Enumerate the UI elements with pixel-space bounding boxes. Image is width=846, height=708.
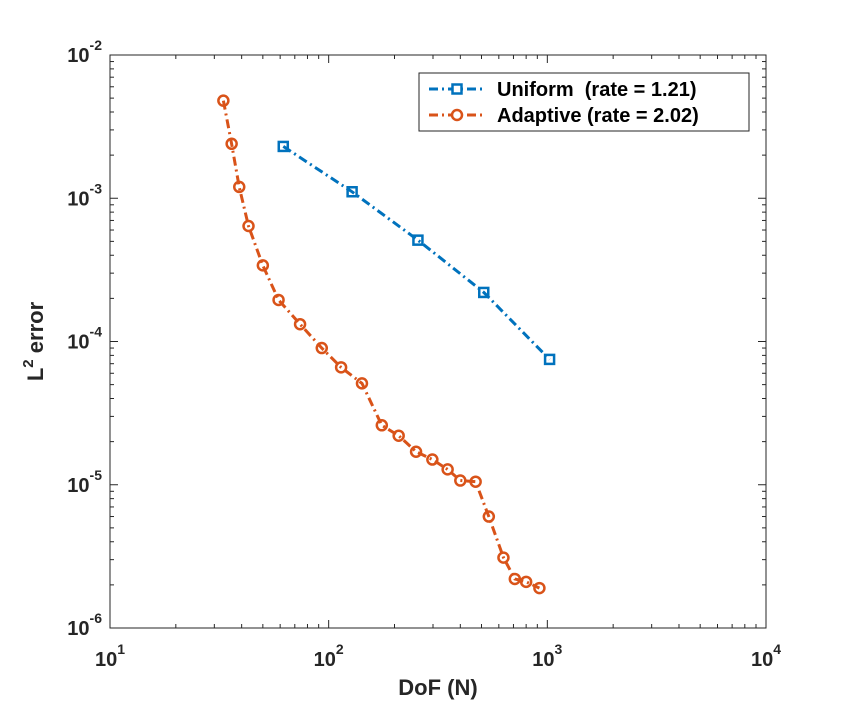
- legend: Uniform (rate = 1.21) Adaptive (rate = 2.…: [418, 72, 750, 132]
- y-tick-label: 10-5: [67, 467, 102, 497]
- x-tick-label: 102: [314, 641, 344, 671]
- x-tick-label: 101: [95, 641, 125, 671]
- y-tick-label: 10-2: [67, 37, 102, 67]
- data-point: [454, 474, 467, 487]
- legend-box: [418, 72, 750, 132]
- ticks-layer: 101 102 103 104 10-6 10-5 10-4 10-3 10-2: [67, 37, 781, 671]
- data-point: [334, 361, 348, 374]
- data-point: [315, 341, 329, 355]
- data-point: [426, 453, 439, 466]
- data-point: [469, 475, 482, 488]
- data-point: [375, 419, 389, 432]
- legend-swatch-marker: [450, 108, 464, 122]
- y-tick-label: 10-4: [67, 324, 102, 354]
- data-point: [519, 575, 533, 589]
- legend-entry: Uniform (rate = 1.21): [429, 79, 697, 101]
- data-point: [392, 429, 405, 442]
- data-point: [232, 180, 246, 194]
- data-point: [217, 94, 230, 107]
- data-point: [277, 140, 290, 153]
- data-point: [272, 293, 285, 307]
- data-point: [225, 137, 238, 151]
- data-point: [256, 259, 270, 272]
- labels-layer: DoF (N) L2 error: [20, 301, 478, 700]
- legend-label: Uniform (rate = 1.21): [497, 79, 697, 101]
- data-point: [543, 353, 556, 366]
- series-line: [221, 100, 541, 590]
- data-point: [533, 581, 546, 595]
- data-point: [293, 317, 307, 331]
- legend-entry: Adaptive (rate = 2.02): [429, 105, 699, 127]
- data-point: [346, 186, 358, 198]
- legend-label: Adaptive (rate = 2.02): [497, 105, 699, 127]
- legend-swatch-marker: [451, 83, 463, 95]
- data-point: [412, 234, 424, 246]
- data-point: [497, 551, 510, 564]
- y-axis-title: L2 error: [20, 301, 48, 381]
- y-axis-title-superscript: 2: [20, 359, 37, 367]
- y-tick-label: 10-3: [67, 180, 102, 210]
- data-point: [242, 219, 255, 233]
- x-axis-title: DoF (N): [398, 675, 477, 700]
- x-tick-label: 104: [751, 641, 781, 671]
- data-point: [355, 377, 369, 390]
- series-line: [282, 145, 551, 361]
- x-tick-label: 103: [532, 641, 562, 671]
- data-point: [508, 572, 522, 586]
- series-layer: [217, 94, 556, 595]
- series-adaptive: [217, 94, 546, 595]
- data-point: [441, 463, 454, 476]
- series-uniform: [277, 140, 556, 366]
- y-axis-title-base: L: [23, 368, 48, 381]
- data-point: [478, 286, 490, 299]
- y-axis-title-rest: error: [23, 301, 48, 359]
- data-point: [482, 510, 496, 523]
- y-tick-label: 10-6: [67, 610, 102, 640]
- data-point: [409, 445, 423, 458]
- plot-area: [109, 54, 767, 629]
